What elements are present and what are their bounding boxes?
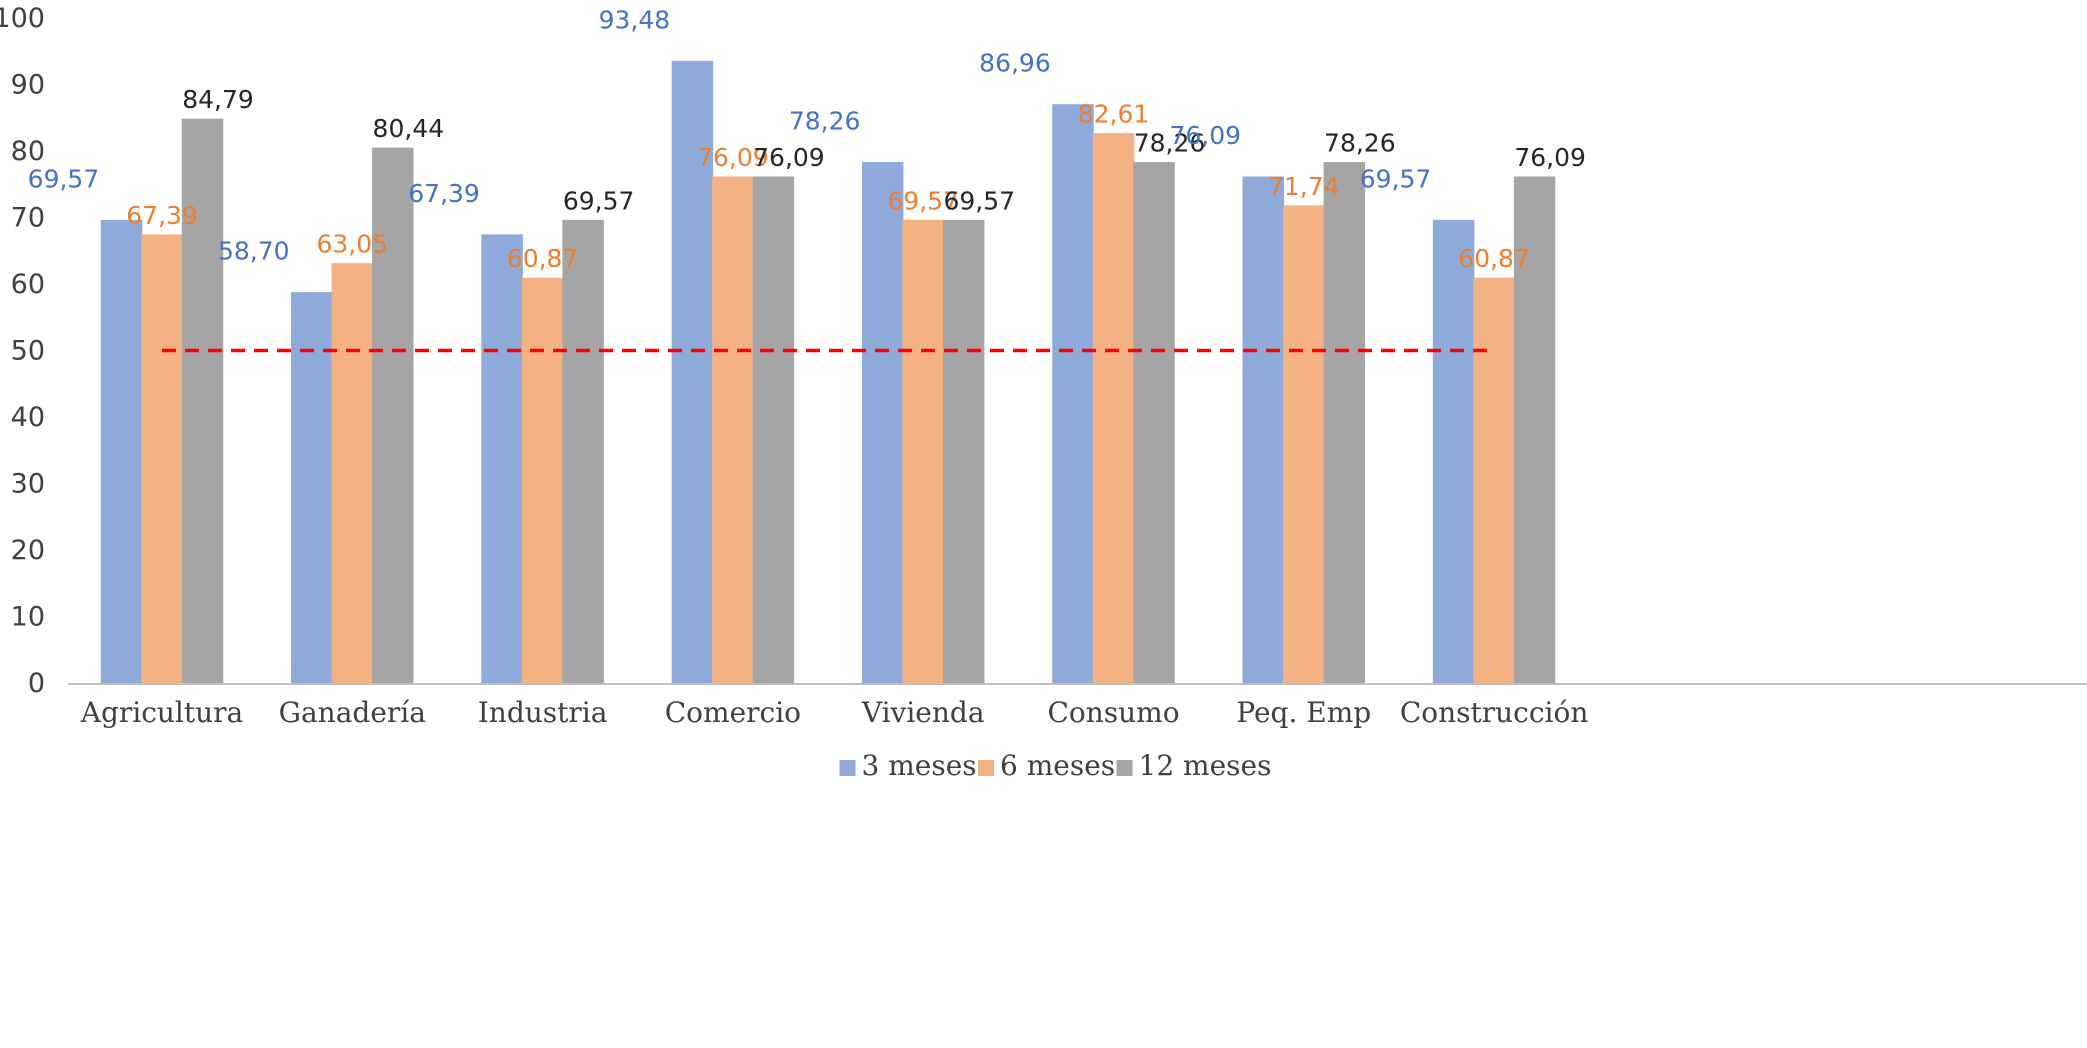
legend-label: 12 meses [1139, 749, 1272, 782]
x-tick-label: Peq. Emp [1236, 696, 1371, 729]
bar-1 [100, 219, 143, 684]
data-label: 86,96 [979, 49, 1051, 78]
bar-3 [181, 118, 224, 684]
data-label: 76,09 [1514, 143, 1586, 172]
data-label: 76,09 [697, 143, 769, 172]
y-tick-label: 50 [11, 336, 45, 367]
data-label: 84,79 [182, 85, 254, 114]
bar-1 [671, 60, 714, 684]
y-tick-label: 20 [11, 535, 45, 566]
data-label: 76,09 [1169, 121, 1241, 150]
legend-label: 3 meses [862, 749, 977, 782]
data-label: 67,39 [408, 179, 480, 208]
y-tick-label: 60 [11, 269, 45, 300]
bar-1 [291, 292, 333, 684]
bar-1 [481, 234, 523, 684]
bar-2 [331, 263, 374, 684]
data-label: 58,70 [218, 237, 290, 266]
y-axis-ticks: 0 10 20 30 40 50 60 70 80 90 100 [0, 3, 45, 699]
y-tick-label: 10 [11, 602, 45, 633]
legend-swatch [978, 760, 994, 776]
x-tick-label: Consumo [1047, 696, 1179, 729]
x-tick-label: Ganadería [279, 696, 426, 729]
legend-swatch [839, 760, 856, 776]
bars [100, 60, 1556, 684]
bar-2 [1473, 277, 1515, 684]
bar-2 [902, 219, 944, 684]
y-tick-label: 80 [11, 136, 45, 167]
bar-3 [752, 176, 795, 684]
x-tick-label: Agricultura [80, 696, 244, 729]
bar-1 [1242, 176, 1285, 684]
data-label: 71,74 [1268, 172, 1340, 201]
x-tick-label: Industria [478, 696, 608, 729]
data-label: 69,57 [1360, 164, 1432, 193]
data-label: 69,57 [28, 164, 100, 193]
legend-swatch [1116, 760, 1133, 776]
bar-2 [521, 277, 564, 684]
y-tick-label: 30 [11, 469, 45, 500]
bar-1 [1432, 219, 1475, 684]
data-label: 60,87 [507, 244, 579, 273]
data-label: 60,87 [1458, 244, 1530, 273]
data-label: 80,44 [373, 114, 445, 143]
data-label: 78,26 [1134, 129, 1206, 158]
legend: 3 meses 6 meses 12 meses [839, 749, 1272, 782]
bar-3 [942, 219, 985, 684]
data-label: 78,26 [1324, 129, 1396, 158]
y-tick-label: 90 [11, 70, 45, 101]
data-label: 69,57 [563, 186, 635, 215]
data-label: 76,09 [753, 143, 825, 172]
bar-3 [1513, 176, 1556, 684]
data-label: 69,57 [943, 186, 1015, 215]
data-label: 78,26 [789, 107, 861, 136]
data-labels: 69,57 67,39 84,79 58,70 63,05 80,44 67,39 60,87… [28, 5, 1586, 273]
data-label: 82,61 [1078, 100, 1150, 129]
bar-3 [372, 147, 414, 684]
bar-2 [712, 176, 754, 684]
y-tick-label: 40 [11, 402, 45, 433]
x-tick-label: Construcción [1400, 696, 1589, 729]
x-tick-label: Vivienda [861, 696, 985, 729]
data-label: 93,48 [599, 5, 671, 34]
bar-1 [861, 162, 904, 684]
bar-3 [1133, 162, 1175, 684]
data-label: 67,39 [126, 201, 198, 230]
data-label: 63,05 [317, 230, 389, 259]
bar-2 [1283, 205, 1325, 684]
y-tick-label: 0 [28, 668, 45, 699]
data-label: 69,57 [887, 186, 959, 215]
legend-label: 6 meses [1000, 749, 1115, 782]
bar-3 [562, 219, 604, 684]
y-tick-label: 100 [0, 3, 45, 34]
bar-2 [1092, 133, 1135, 684]
bar-1 [1052, 104, 1094, 684]
y-tick-label: 70 [11, 203, 45, 234]
bar-3 [1323, 162, 1366, 684]
x-tick-label: Comercio [665, 696, 801, 729]
x-axis-ticks: Agricultura Ganadería Industria Comercio Viv… [80, 696, 1589, 729]
bar-2 [141, 234, 183, 684]
